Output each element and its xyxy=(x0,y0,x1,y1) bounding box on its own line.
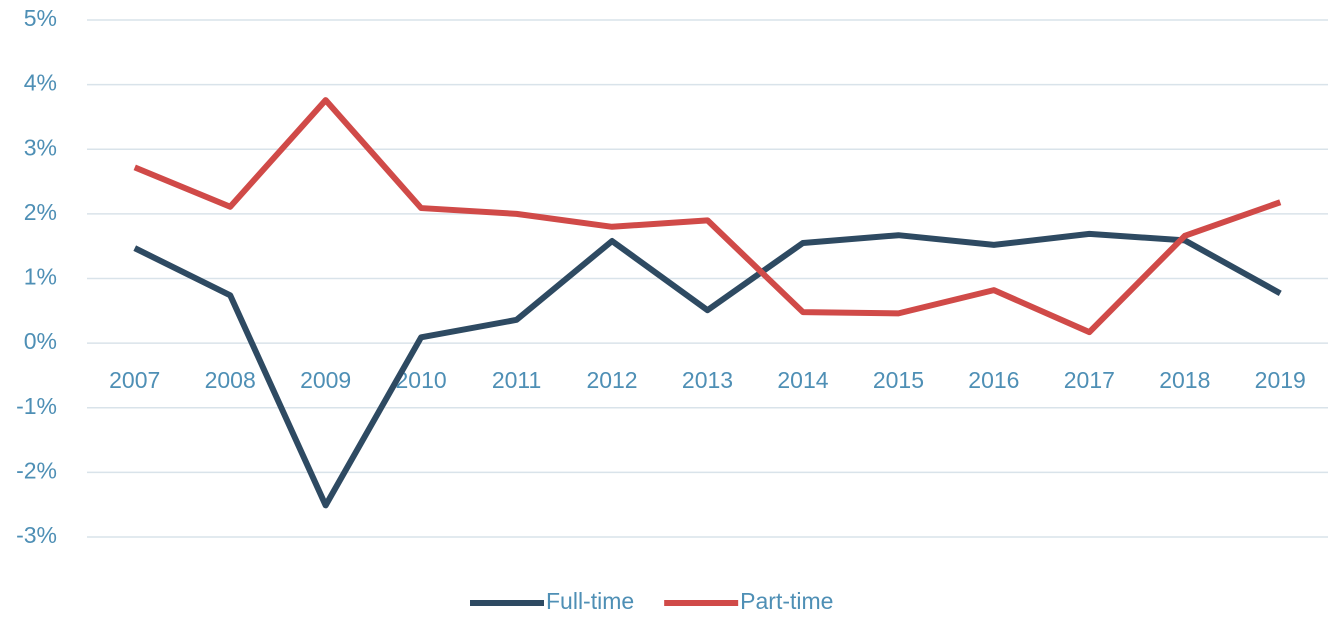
x-tick-label: 2012 xyxy=(586,367,637,393)
y-tick-label: 2% xyxy=(24,199,57,225)
x-tick-label: 2014 xyxy=(777,367,828,393)
y-tick-label: -1% xyxy=(16,393,57,419)
legend-label: Part-time xyxy=(740,588,833,614)
x-tick-label: 2013 xyxy=(682,367,733,393)
x-tick-label: 2009 xyxy=(300,367,351,393)
y-tick-label: 5% xyxy=(24,5,57,31)
x-tick-label: 2019 xyxy=(1255,367,1306,393)
series-line xyxy=(133,97,1282,336)
y-tick-label: 0% xyxy=(24,328,57,354)
legend-label: Full-time xyxy=(546,588,634,614)
x-tick-label: 2008 xyxy=(205,367,256,393)
y-tick-label: -3% xyxy=(16,522,57,548)
x-tick-label: 2015 xyxy=(873,367,924,393)
x-tick-label: 2018 xyxy=(1159,367,1210,393)
series-line xyxy=(133,230,1282,509)
y-tick-label: 1% xyxy=(24,264,57,290)
x-tick-label: 2017 xyxy=(1064,367,1115,393)
x-tick-label: 2011 xyxy=(492,367,541,393)
x-tick-label: 2007 xyxy=(109,367,160,393)
y-tick-label: -2% xyxy=(16,457,57,483)
y-tick-label: 4% xyxy=(24,70,57,96)
y-tick-label: 3% xyxy=(24,134,57,160)
x-tick-label: 2016 xyxy=(968,367,1019,393)
